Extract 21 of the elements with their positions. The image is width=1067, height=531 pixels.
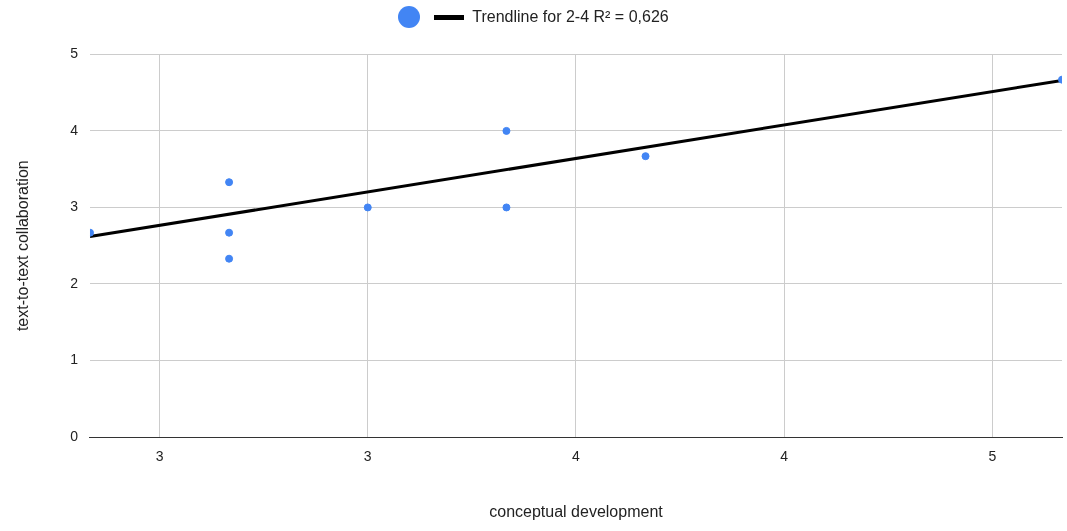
point: [641, 152, 650, 161]
point: [225, 228, 234, 237]
point: [502, 203, 511, 212]
y-tick-label: 4: [70, 121, 79, 138]
point: [363, 203, 372, 212]
point: [225, 178, 234, 187]
y-tick-label: 1: [70, 351, 79, 368]
x-axis-title: conceptual development: [489, 502, 664, 520]
x-tick-label: 4: [572, 448, 581, 465]
point: [225, 254, 234, 263]
x-tick-label: 3: [363, 448, 372, 465]
y-tick-label: 3: [70, 198, 79, 215]
y-tick-label: 0: [70, 427, 79, 444]
point: [502, 126, 511, 135]
y-tick-label: 5: [70, 45, 79, 62]
y-tick-label: 2: [70, 274, 79, 291]
legend-label: Trendline for 2-4 R² = 0,626: [472, 8, 669, 26]
y-axis-title: text-to-text collaboration: [14, 160, 32, 332]
x-tick-label: 3: [155, 448, 164, 465]
x-tick-label: 5: [988, 448, 997, 465]
x-tick-label: 4: [780, 448, 789, 465]
